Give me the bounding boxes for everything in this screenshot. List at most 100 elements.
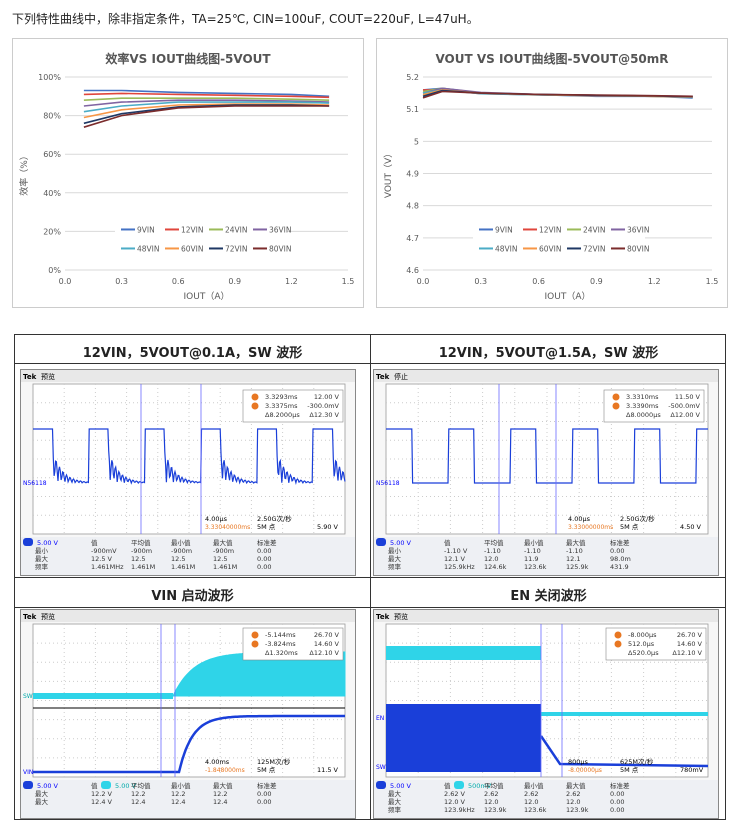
ch1-badge — [23, 538, 33, 546]
stats-value: 11.9 — [524, 555, 538, 563]
y-tick-label: 5.2 — [406, 73, 419, 82]
cursor-b-marker — [251, 640, 259, 648]
scope-state: 预览 — [394, 612, 408, 621]
trigger-position: -8.00000μs — [568, 767, 602, 774]
ch1-scale: 5.00 V — [390, 539, 412, 547]
stats-row-label: 频率 — [388, 562, 402, 571]
scope-title-4: EN 关闭波形 — [510, 589, 587, 604]
series-line-9vin — [83, 89, 330, 98]
cursor-a-time: 3.3310ms — [626, 393, 659, 401]
stats-value: 2.62 V — [444, 790, 466, 798]
stats-value: 0.00 — [257, 798, 271, 806]
series-line-80vin — [422, 90, 693, 99]
cursor-delta-time: Δ8.0000μs — [626, 411, 661, 419]
series-line-36vin — [83, 99, 330, 107]
record-points: 5M 点 — [257, 766, 276, 774]
y-tick-label: 40% — [43, 189, 61, 198]
x-tick-label: 0.9 — [228, 277, 241, 286]
stats-value: 1.461MHz — [91, 563, 124, 571]
ch2-scale: 500mV — [468, 782, 492, 790]
legend-label: 72VIN — [583, 244, 606, 253]
stats-row-label: 最大 — [35, 797, 49, 806]
cursor-a-volt: 12.00 V — [314, 393, 340, 401]
stats-value: 12.2 — [213, 790, 227, 798]
stats-value: 0.00 — [610, 790, 624, 798]
stats-header: 值 — [444, 538, 451, 547]
ch1-badge — [23, 781, 33, 789]
stats-value: 0.00 — [257, 547, 271, 555]
efficiency-chart-svg: 效率VS IOUT曲线图-5VOUT 0% 20% 40% 60% 80% 100% 0.0 0… — [18, 51, 355, 302]
stats-header: 最小值 — [171, 538, 191, 547]
scope-header-bar — [21, 610, 355, 622]
stats-row-label: 最小 — [388, 546, 402, 555]
stats-value: 12.0 V — [444, 798, 466, 806]
stats-value: 12.1 V — [444, 555, 466, 563]
cursor-b-time: 3.3390ms — [626, 402, 659, 410]
cursor-a-time: 3.3293ms — [265, 393, 298, 401]
cursor-b-marker — [251, 402, 259, 410]
legend-label: 80VIN — [627, 244, 650, 253]
legend-label: 24VIN — [225, 225, 248, 234]
cursor-b-volt: 14.60 V — [314, 640, 340, 648]
legend-label: 48VIN — [495, 244, 518, 253]
stats-value: 12.2 — [171, 790, 185, 798]
stats-header: 最大值 — [566, 781, 586, 790]
intro-text: 下列特性曲线中，除非指定条件，TA=25℃, CIN=100uF, COUT=2… — [12, 12, 479, 26]
cursor-b-time: 512.0μs — [628, 640, 655, 648]
y-axis-label: 效率（%） — [18, 151, 30, 196]
x-tick-label: 1.5 — [706, 277, 719, 286]
stats-row-label: 频率 — [388, 805, 402, 814]
stats-value: -900mV — [91, 547, 117, 555]
stats-value: 2.62 — [566, 790, 580, 798]
scope-bottom-panel — [21, 780, 355, 818]
ch1-label: VIN — [23, 769, 33, 776]
scope-bottom-panel — [21, 537, 355, 575]
stats-value: 125.9kHz — [444, 563, 475, 571]
stats-value: 123.9k — [484, 806, 507, 814]
legend-label: 80VIN — [269, 244, 292, 253]
stats-row-label: 最大 — [388, 789, 402, 798]
scope-title-2: 12VIN，5VOUT@1.5A，SW 波形 — [438, 346, 659, 361]
ch2-label: EN — [376, 715, 384, 722]
legend-label: 36VIN — [269, 225, 292, 234]
x-tick-label: 0.6 — [532, 277, 545, 286]
timebase: 4.00μs — [205, 515, 228, 523]
y-axis-label: VOUT（V） — [383, 149, 394, 198]
cursor-a-volt: 11.50 V — [675, 393, 701, 401]
ch1-label: N56118 — [23, 480, 47, 487]
ch1-waveform — [386, 428, 708, 484]
stats-value: 431.9 — [610, 563, 629, 571]
legend-label: 72VIN — [225, 244, 248, 253]
stats-value: 2.62 — [524, 790, 538, 798]
stats-value: 0.00 — [257, 563, 271, 571]
ch1-waveform-burst — [386, 704, 541, 772]
stats-value: 12.4 — [213, 798, 227, 806]
stats-value: 1.461M — [131, 563, 155, 571]
y-tick-label: 0% — [48, 266, 61, 275]
y-tick-label: 4.6 — [406, 266, 419, 275]
x-axis-label: IOUT（A） — [184, 291, 230, 302]
x-tick-label: 0.3 — [115, 277, 128, 286]
stats-header: 值 — [91, 781, 98, 790]
x-tick-label: 1.5 — [342, 277, 355, 286]
timebase: 800μs — [568, 758, 589, 766]
stats-header: 平均值 — [131, 538, 151, 547]
trigger-position: -1.848000ms — [205, 767, 245, 774]
cursor-delta-time: Δ8.2000μs — [265, 411, 300, 419]
cursor-delta-time: Δ520.0μs — [628, 649, 659, 657]
scope-bottom-panel — [374, 780, 718, 818]
efficiency-chart: 效率VS IOUT曲线图-5VOUT 0% 20% 40% 60% 80% 100% 0.0 0… — [12, 38, 364, 308]
cursor-b-marker — [612, 402, 620, 410]
stats-value: 12.0 — [566, 798, 580, 806]
stats-value: 12.2 V — [91, 790, 113, 798]
stats-header: 最大值 — [213, 538, 233, 547]
cursor-delta-volt: Δ12.10 V — [309, 649, 339, 657]
stats-value: 12.2 — [131, 790, 145, 798]
sample-rate: 2.50G次/秒 — [257, 514, 292, 523]
scope-brand: Tek — [23, 613, 37, 621]
stats-row-label: 最小 — [35, 546, 49, 555]
y-tick-label: 4.9 — [406, 170, 419, 179]
chart-title: VOUT VS IOUT曲线图-5VOUT@50mR — [435, 51, 668, 66]
cursor-b-volt: -500.0mV — [668, 402, 700, 410]
